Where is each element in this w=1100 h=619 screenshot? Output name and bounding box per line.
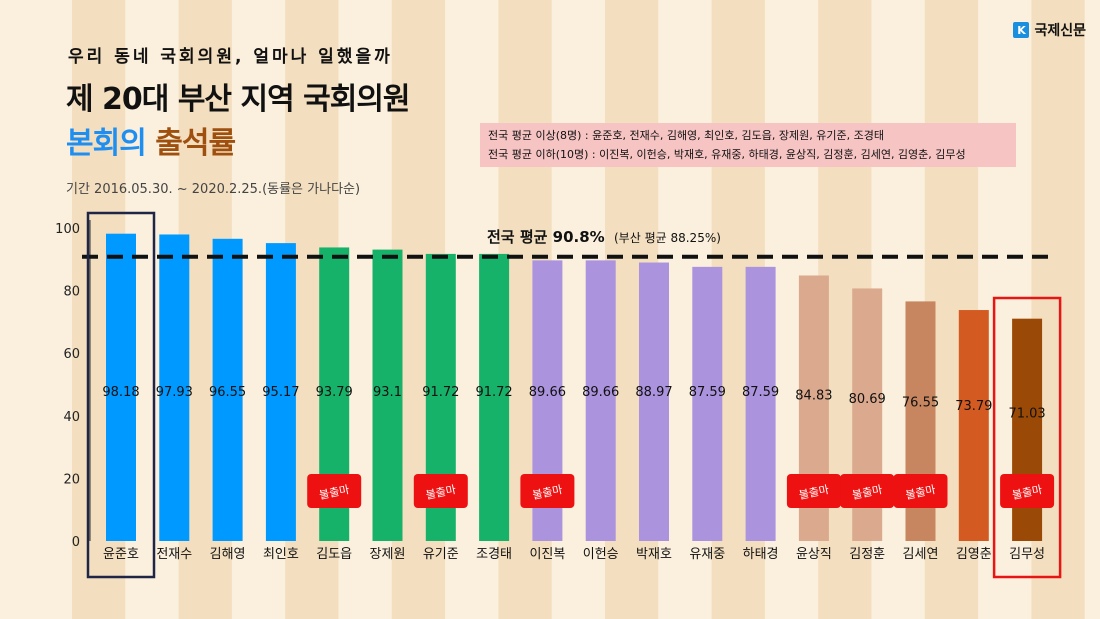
bar-value-label: 95.17 [262, 385, 299, 400]
x-tick-label: 김영춘 [956, 547, 992, 562]
page-title: 제 20대 부산 지역 국회의원 [66, 82, 411, 117]
x-tick-label: 김무성 [1009, 547, 1045, 562]
bar [212, 238, 243, 541]
x-tick-label: 유재중 [689, 547, 725, 562]
reference-line-label: 전국 평균 90.8% [487, 228, 605, 246]
y-tick-label: 20 [63, 472, 80, 487]
bar-value-label: 88.97 [635, 385, 672, 400]
y-tick-label: 100 [55, 222, 80, 237]
bar [479, 253, 510, 542]
y-tick-label: 80 [63, 285, 80, 300]
bar-value-label: 73.79 [955, 399, 992, 414]
bar [265, 243, 296, 541]
highlight-frame [992, 296, 1062, 579]
x-tick-label: 조경태 [476, 547, 512, 562]
page-title-line2: 본회의 출석률 [66, 118, 236, 162]
page-subtitle: 우리 동네 국회의원, 얼마나 일했을까 [68, 47, 393, 67]
not-running-badge [893, 474, 948, 508]
bar-value-label: 97.93 [156, 385, 193, 400]
bar-value-label: 80.69 [849, 392, 886, 407]
not-running-badge [1000, 474, 1055, 508]
x-tick-label: 김세연 [903, 547, 939, 562]
x-tick-label: 김도읍 [316, 547, 352, 562]
not-running-badge-label: 불출마 [851, 483, 883, 502]
x-tick-label: 윤준호 [103, 547, 139, 562]
not-running-badge [307, 474, 362, 508]
bar-value-label: 91.72 [475, 385, 512, 400]
not-running-badge-label: 불출마 [798, 483, 830, 502]
not-running-badge [520, 474, 575, 508]
bar [639, 262, 669, 541]
brand: K 국제신문 [1013, 20, 1086, 40]
highlight-frame [86, 211, 156, 579]
brand-logo-icon: K [1013, 22, 1030, 38]
bar-value-label: 93.79 [316, 385, 353, 400]
note-below-average: 전국 평균 이하(10명) : 이진복, 이헌승, 박재호, 유재중, 하태경,… [488, 148, 966, 161]
note-above-average: 전국 평균 이상(8명) : 윤준호, 전재수, 김해영, 최인호, 김도읍, … [488, 129, 884, 142]
x-tick-label: 장제원 [370, 547, 406, 562]
bar [159, 234, 190, 541]
bar-value-label: 87.59 [689, 385, 726, 400]
title-highlight-blue: 본회의 [66, 126, 147, 161]
not-running-badge [413, 474, 468, 508]
x-tick-label: 이헌승 [583, 547, 619, 562]
y-tick-label: 40 [63, 410, 80, 425]
reference-line-sublabel: (부산 평균 88.25%) [614, 231, 721, 245]
bar-value-label: 89.66 [529, 385, 566, 400]
bar-value-label: 76.55 [902, 396, 939, 411]
x-tick-label: 이진복 [529, 547, 565, 562]
bar [958, 310, 989, 541]
y-tick-label: 60 [63, 347, 80, 362]
x-tick-label: 윤상직 [796, 547, 832, 562]
x-tick-label: 전재수 [156, 547, 192, 562]
not-running-badge-label: 불출마 [904, 483, 936, 502]
not-running-badge [840, 474, 895, 508]
bar [745, 266, 776, 541]
x-tick-label: 최인호 [263, 547, 299, 562]
x-tick-label: 유기준 [423, 547, 459, 562]
x-tick-label: 김정훈 [849, 547, 885, 562]
not-running-badge-label: 불출마 [318, 483, 350, 502]
bar [106, 233, 136, 541]
bar-value-label: 89.66 [582, 385, 619, 400]
bar-value-label: 93.1 [373, 385, 402, 400]
bar-value-label: 96.55 [209, 385, 246, 400]
y-tick-label: 0 [72, 535, 80, 550]
not-running-badge-label: 불출마 [425, 483, 457, 502]
period-note: 기간 2016.05.30. ~ 2020.2.25.(동률은 가나다순) [66, 182, 361, 197]
bar-value-label: 87.59 [742, 385, 779, 400]
bar [372, 249, 403, 542]
bar [692, 266, 723, 541]
x-tick-label: 김해영 [210, 547, 246, 562]
x-tick-label: 하태경 [743, 547, 779, 562]
bar-value-label: 91.72 [422, 385, 459, 400]
title-highlight-brown: 출석률 [155, 126, 236, 161]
not-running-badge-label: 불출마 [531, 483, 563, 502]
not-running-badge-label: 불출마 [1011, 483, 1043, 502]
bar-value-label: 84.83 [795, 389, 832, 404]
x-tick-label: 박재호 [636, 547, 672, 562]
bar-value-label: 98.18 [102, 385, 139, 400]
legend-note-box: 전국 평균 이상(8명) : 윤준호, 전재수, 김해영, 최인호, 김도읍, … [480, 123, 1016, 167]
not-running-badge [786, 474, 841, 508]
brand-name: 국제신문 [1034, 23, 1086, 39]
bar-value-label: 71.03 [1008, 407, 1045, 422]
bar [585, 260, 616, 541]
